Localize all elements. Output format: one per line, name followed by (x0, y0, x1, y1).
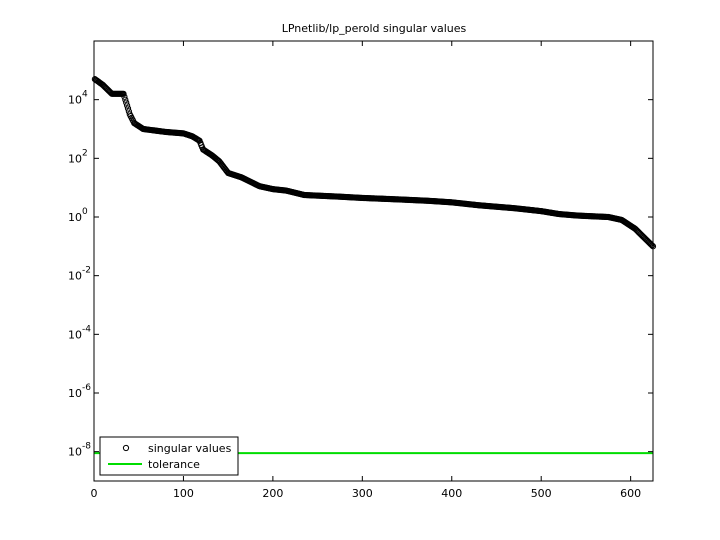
y-tick-label: 10-2 (68, 266, 91, 283)
x-tick-label: 200 (262, 487, 283, 500)
x-tick-label: 100 (173, 487, 194, 500)
y-tick-label: 100 (68, 207, 88, 224)
legend-label-tolerance: tolerance (148, 458, 200, 471)
y-tick-label: 10-8 (68, 442, 91, 459)
y-tick-label: 10-6 (68, 383, 91, 400)
x-tick-label: 600 (620, 487, 641, 500)
y-tick-label: 102 (68, 148, 88, 165)
y-tick-label: 10-4 (68, 324, 91, 341)
chart-title: LPnetlib/lp_perold singular values (282, 22, 467, 35)
singular-value-point (123, 99, 130, 106)
legend-label-singular-values: singular values (148, 442, 232, 455)
singular-value-point (120, 90, 127, 97)
y-tick-label: 104 (68, 90, 88, 107)
singular-value-point (123, 102, 131, 109)
x-tick-label: 300 (352, 487, 373, 500)
singular-value-point (649, 242, 656, 249)
singular-value-point (122, 96, 129, 103)
legend-marker-singular-values (122, 444, 130, 452)
singular-value-point (121, 93, 128, 100)
singular-value-point (648, 241, 655, 248)
axes: 0 100 200 300 400 500 600 104 102 100 10-2 10-4 10-6… (68, 40, 654, 500)
legend-box (99, 436, 239, 476)
x-tick-label: 500 (531, 487, 552, 500)
x-tick-label: 400 (441, 487, 462, 500)
singular-value-point (124, 105, 132, 112)
axes-frame (93, 40, 654, 482)
legend: singular values tolerance (99, 436, 239, 476)
x-tick-label: 0 (91, 487, 98, 500)
